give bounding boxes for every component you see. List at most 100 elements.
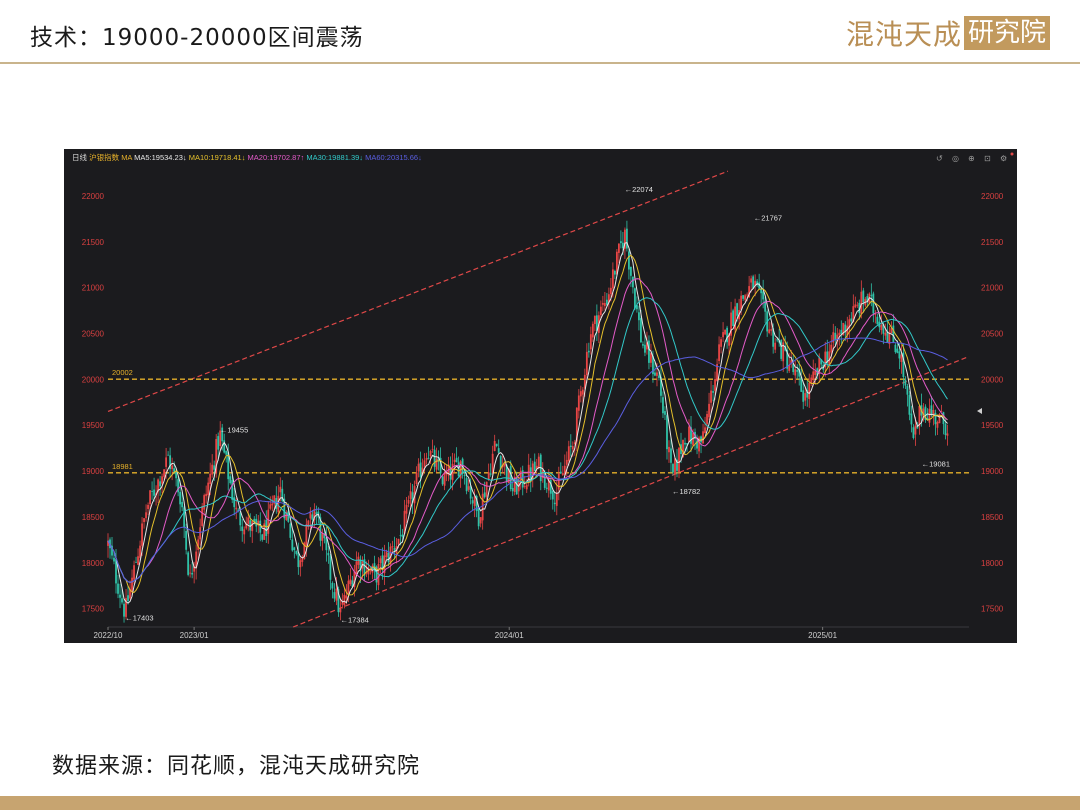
candle-body — [682, 440, 684, 458]
y-tick-label-right: 22000 — [981, 192, 1004, 201]
candle-body — [768, 329, 771, 333]
y-tick-label-right: 20500 — [981, 330, 1004, 339]
candle-body — [617, 243, 620, 253]
candle-body — [113, 557, 115, 562]
ma-prefix: MA — [121, 153, 134, 162]
ma-line — [107, 337, 948, 583]
candle-body — [251, 521, 254, 532]
logo-text-right: 研究院 — [964, 16, 1051, 50]
candle-body — [756, 281, 759, 286]
candle-body — [401, 534, 404, 538]
candle-body — [760, 289, 763, 294]
candle-body — [666, 415, 668, 450]
candle-body — [712, 391, 714, 393]
candle-body — [802, 390, 805, 402]
candle-body — [265, 519, 268, 536]
candle-body — [193, 566, 196, 572]
candle-body — [938, 414, 941, 424]
candle-body — [413, 485, 416, 504]
candle-body — [371, 565, 374, 573]
candle-body — [840, 329, 843, 335]
candle-body — [335, 588, 338, 601]
candle-body — [271, 503, 274, 506]
candle-body — [543, 472, 546, 488]
candle-body — [742, 295, 745, 299]
candle-body — [790, 360, 793, 364]
candle-body — [305, 524, 308, 546]
candle-body — [419, 462, 422, 478]
candle-body — [846, 325, 849, 336]
candle-body — [664, 411, 666, 415]
toolbar-icon: ⚙ — [1000, 154, 1007, 163]
x-tick-label: 2024/01 — [495, 631, 524, 640]
candle-body — [646, 342, 648, 350]
candle-body — [159, 481, 161, 487]
candle-body — [850, 318, 853, 322]
candle-body — [247, 517, 250, 524]
x-tick-label: 2022/10 — [94, 631, 123, 640]
candle-body — [776, 339, 779, 341]
candle-body — [587, 350, 590, 353]
candle-body — [323, 533, 326, 539]
candle-body — [808, 382, 811, 400]
candle-body — [169, 455, 172, 470]
candle-body — [750, 278, 753, 283]
candle-body — [227, 452, 230, 480]
candle-body — [255, 518, 258, 527]
candle-body — [203, 495, 206, 510]
candle-body — [431, 448, 434, 450]
candle-body — [301, 558, 304, 562]
candle-body — [613, 270, 616, 275]
candle-body — [563, 465, 566, 475]
ma-legend-item: MA10:19718.41↓ — [189, 153, 248, 162]
candle-body — [856, 304, 859, 306]
candle-body — [345, 595, 348, 599]
candle-body — [928, 408, 931, 423]
candle-body — [786, 349, 789, 369]
candle-body — [609, 287, 612, 295]
candle-body — [892, 325, 895, 343]
candle-body — [722, 332, 724, 338]
candle-body — [319, 517, 322, 541]
candle-body — [141, 523, 143, 546]
ma-legend-item: MA60:20315.66↓ — [365, 153, 422, 162]
candle-body — [129, 588, 131, 599]
candle-body — [389, 546, 392, 565]
footer-bar — [0, 796, 1080, 810]
ma-line — [107, 241, 948, 604]
y-tick-label-left: 20500 — [82, 330, 105, 339]
candle-body — [704, 427, 706, 434]
candle-body — [363, 559, 366, 576]
candle-body — [636, 305, 638, 310]
candle-body — [547, 476, 550, 491]
candle-body — [814, 370, 817, 375]
candle-body — [467, 486, 470, 490]
candle-body — [337, 589, 340, 613]
candle-body — [171, 465, 174, 470]
candle-body — [780, 340, 783, 359]
candle-body — [205, 493, 208, 497]
candle-body — [207, 482, 210, 496]
candle-body — [830, 344, 833, 353]
candle-body — [487, 472, 490, 480]
candle-body — [854, 304, 857, 308]
candle-body — [605, 299, 608, 305]
candle-body — [726, 327, 728, 343]
candle-body — [650, 353, 652, 363]
y-tick-label-right: 21000 — [981, 284, 1004, 293]
candle-body — [882, 323, 885, 334]
y-tick-label-left: 19000 — [82, 467, 105, 476]
candle-body — [365, 572, 368, 574]
candle-body — [880, 325, 883, 331]
candle-body — [427, 457, 430, 459]
ma-line — [107, 297, 948, 583]
candle-body — [463, 474, 466, 477]
candle-body — [736, 303, 739, 316]
candle-body — [656, 372, 658, 376]
candle-body — [912, 427, 915, 438]
candle-body — [906, 385, 909, 395]
y-tick-label-right: 18500 — [981, 513, 1004, 522]
candle-body — [828, 351, 831, 367]
candle-body — [848, 319, 851, 328]
candle-body — [143, 518, 145, 523]
